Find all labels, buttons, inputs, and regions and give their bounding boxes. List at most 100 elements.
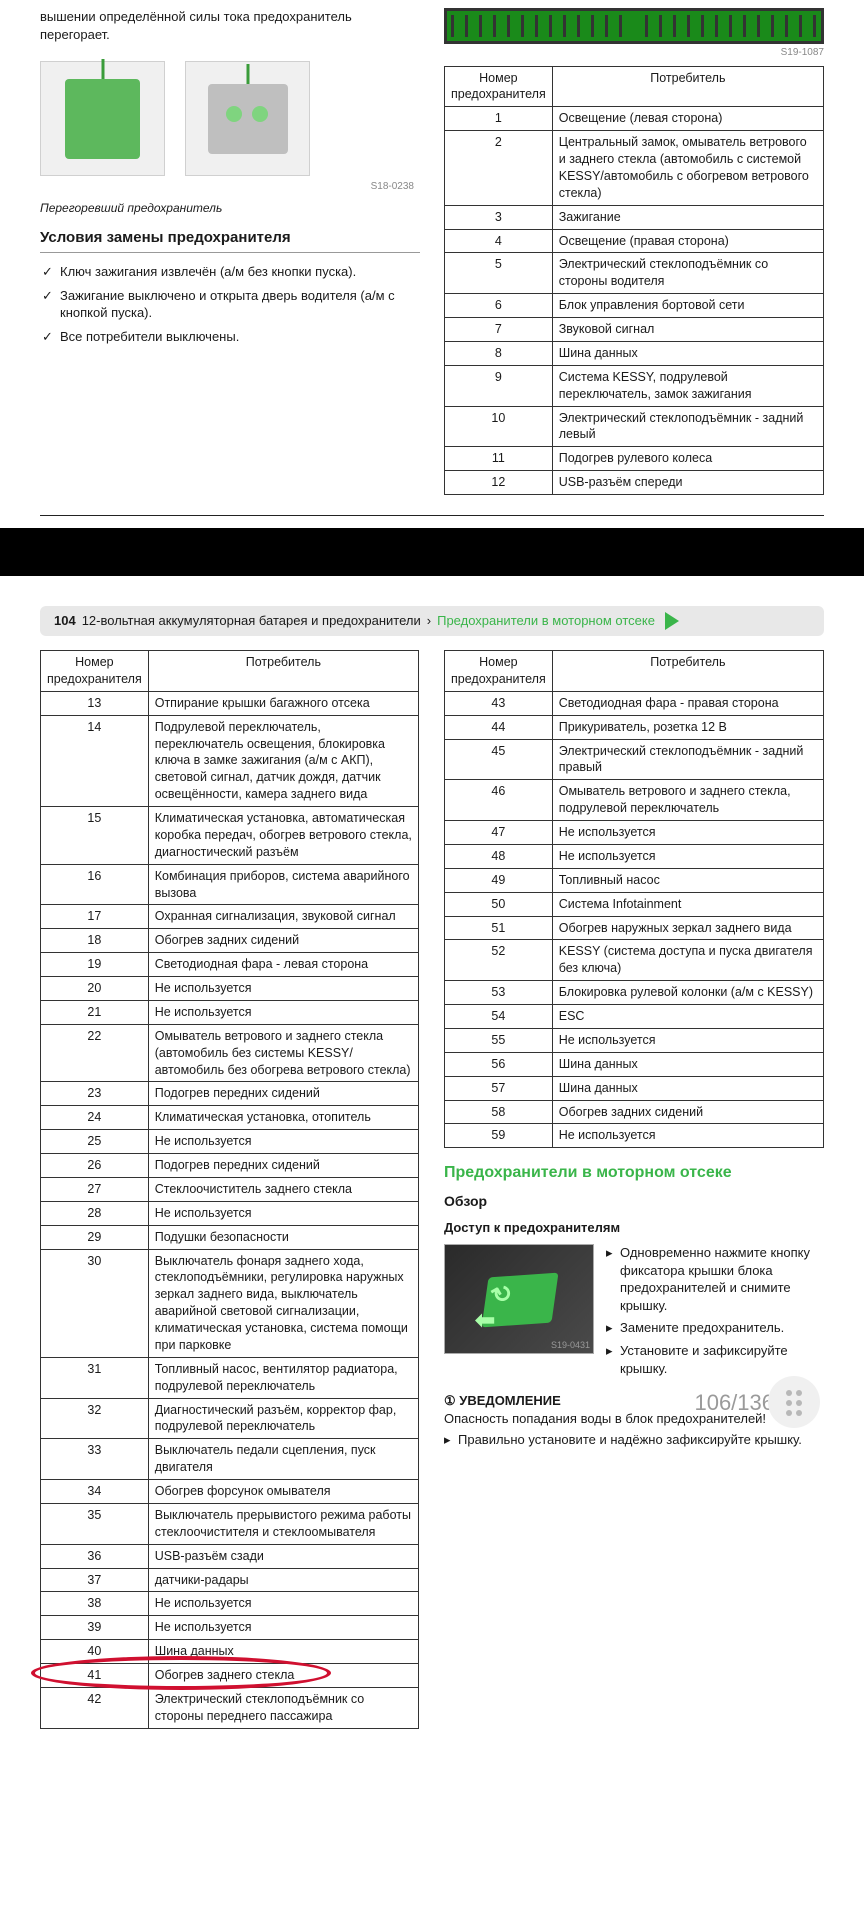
fuse-consumer: Комбинация приборов, система аварийного …	[148, 864, 418, 905]
fuse-consumer: Стеклоочиститель заднего стекла	[148, 1177, 418, 1201]
fuse-consumer: Светодиодная фара - правая сторона	[552, 691, 823, 715]
fuse-number: 19	[41, 953, 149, 977]
fuse-number: 15	[41, 807, 149, 865]
fuse-consumer: Обогрев задних сидений	[148, 929, 418, 953]
fuse-number: 13	[41, 691, 149, 715]
col-header-number: Номер предохранителя	[445, 66, 553, 107]
fuse-consumer: USB-разъём спереди	[552, 471, 823, 495]
fuse-consumer: Не используется	[148, 1592, 418, 1616]
section-header: 104 12-вольтная аккумуляторная батарея и…	[40, 606, 824, 636]
fuse-consumer: Не используется	[552, 821, 823, 845]
table-row: 5Электрический стеклоподъёмник со сторон…	[445, 253, 824, 294]
fuse-consumer: Омыватель ветрового и заднего стекла (ав…	[148, 1024, 418, 1082]
table-row: 50Система Infotainment	[445, 892, 824, 916]
fuse-number: 27	[41, 1177, 149, 1201]
table-row: 6Блок управления бортовой сети	[445, 294, 824, 318]
table-row: 31Топливный насос, вентилятор радиатора,…	[41, 1357, 420, 1398]
table-row: 41Обогрев заднего стекла	[41, 1664, 420, 1688]
fuse-consumer: Зажигание	[552, 205, 823, 229]
fuse-consumer: Не используется	[552, 1028, 823, 1052]
fuse-consumer: датчики-радары	[148, 1568, 418, 1592]
table-row: 57Шина данных	[445, 1076, 824, 1100]
fuse-table-top: Номер предохранителя Потребитель 1Освеще…	[444, 66, 824, 496]
fuse-number: 47	[445, 821, 553, 845]
fuse-number: 16	[41, 864, 149, 905]
fuse-consumer: USB-разъём сзади	[148, 1544, 418, 1568]
col-header-consumer: Потребитель	[552, 66, 823, 107]
table-row: 48Не используется	[445, 844, 824, 868]
notice-list: Правильно установите и надёжно зафиксиру…	[444, 1431, 824, 1449]
table-row: 43Светодиодная фара - правая сторона	[445, 691, 824, 715]
fuse-number: 42	[41, 1687, 149, 1728]
table-row: 26Подогрев передних сидений	[41, 1154, 420, 1178]
table-row: 33Выключатель педали сцепления, пуск дви…	[41, 1439, 420, 1480]
col-header-consumer: Потребитель	[148, 651, 418, 692]
col-header-consumer: Потребитель	[552, 651, 823, 692]
fuse-number: 59	[445, 1124, 553, 1148]
page-number: 104	[54, 612, 76, 630]
fuse-number: 58	[445, 1100, 553, 1124]
fuse-number: 17	[41, 905, 149, 929]
fuse-consumer: Центральный замок, омыватель ветрового и…	[552, 131, 823, 206]
fuse-consumer: Прикуриватель, розетка 12 В	[552, 715, 823, 739]
fuse-consumer: Подушки безопасности	[148, 1225, 418, 1249]
fuse-consumer: Подогрев рулевого колеса	[552, 447, 823, 471]
section-subtitle: Предохранители в моторном отсеке	[437, 612, 655, 630]
fuse-number: 8	[445, 341, 553, 365]
intro-text: вышении определённой силы тока предохран…	[40, 8, 420, 43]
step-item: Замените предохранитель.	[606, 1319, 824, 1337]
fuse-number: 53	[445, 981, 553, 1005]
fuse-number: 11	[445, 447, 553, 471]
col-header-number: Номер предохранителя	[41, 651, 149, 692]
fuse-number: 39	[41, 1616, 149, 1640]
table-row: 12USB-разъём спереди	[445, 471, 824, 495]
illustration-ref: S18-0238	[40, 180, 420, 194]
table-row: 46Омыватель ветрового и заднего стекла, …	[445, 780, 824, 821]
table-row: 38Не используется	[41, 1592, 420, 1616]
fuse-number: 23	[41, 1082, 149, 1106]
table-row: 40Шина данных	[41, 1640, 420, 1664]
engine-heading: Предохранители в моторном отсеке	[444, 1162, 824, 1184]
fuse-number: 25	[41, 1130, 149, 1154]
fuse-consumer: Подрулевой переключатель, переключатель …	[148, 715, 418, 806]
condition-item: Ключ зажигания извлечён (а/м без кнопки …	[42, 263, 420, 281]
fuse-table-left: Номер предохранителя Потребитель 13Отпир…	[40, 650, 420, 1729]
fuse-consumer: Освещение (левая сторона)	[552, 107, 823, 131]
fuse-number: 45	[445, 739, 553, 780]
table-row: 42Электрический стеклоподъёмник со сторо…	[41, 1687, 420, 1728]
page-counter: 106/136	[694, 1388, 774, 1418]
fuse-consumer: Система KESSY, подрулевой переключатель,…	[552, 365, 823, 406]
table-row: 8Шина данных	[445, 341, 824, 365]
page-divider	[0, 528, 864, 576]
table-row: 37датчики-радары	[41, 1568, 420, 1592]
top-page: вышении определённой силы тока предохран…	[0, 0, 864, 515]
bottom-page: Номер предохранителя Потребитель 13Отпир…	[0, 650, 864, 1759]
fuse-number: 33	[41, 1439, 149, 1480]
fuse-number: 10	[445, 406, 553, 447]
fuse-consumer: Выключатель педали сцепления, пуск двига…	[148, 1439, 418, 1480]
fuse-consumer: Обогрев задних сидений	[552, 1100, 823, 1124]
table-row: 4Освещение (правая сторона)	[445, 229, 824, 253]
fuse-consumer: Не используется	[552, 844, 823, 868]
fuse-number: 35	[41, 1503, 149, 1544]
fuse-number: 40	[41, 1640, 149, 1664]
table-row: 34Обогрев форсунок омывателя	[41, 1480, 420, 1504]
fuse-illustration	[40, 51, 420, 180]
fuse-number: 56	[445, 1052, 553, 1076]
fuse-consumer: Подогрев передних сидений	[148, 1082, 418, 1106]
illustration-caption: Перегоревший предохранитель	[40, 200, 420, 216]
fuse-image-right	[185, 61, 310, 176]
fuse-number: 54	[445, 1005, 553, 1029]
table-row: 17Охранная сигнализация, звуковой сигнал	[41, 905, 420, 929]
fuse-consumer: Блок управления бортовой сети	[552, 294, 823, 318]
fuse-number: 48	[445, 844, 553, 868]
fuse-number: 2	[445, 131, 553, 206]
more-options-button[interactable]	[768, 1376, 820, 1428]
image-ref: S19-0431	[551, 1339, 590, 1351]
fuse-consumer: Электрический стеклоподъёмник - задний л…	[552, 406, 823, 447]
fuse-consumer: Топливный насос	[552, 868, 823, 892]
table-row: 2Центральный замок, омыватель ветрового …	[445, 131, 824, 206]
fuse-number: 30	[41, 1249, 149, 1357]
fuse-consumer: Не используется	[148, 1616, 418, 1640]
access-heading: Доступ к предохранителям	[444, 1219, 824, 1237]
